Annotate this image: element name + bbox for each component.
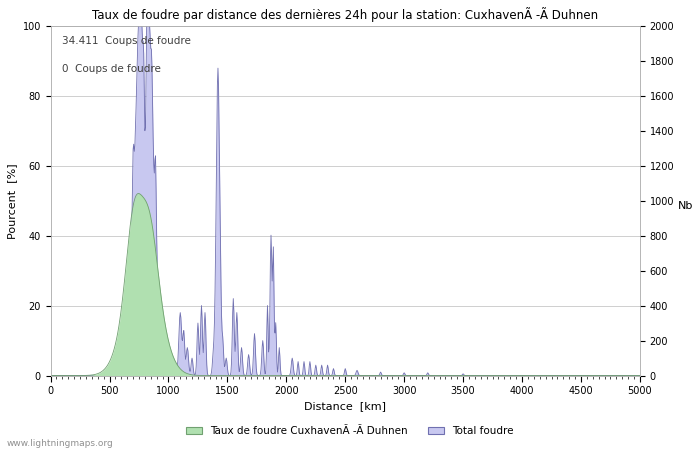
Legend: Taux de foudre CuxhavenÃ -Ã Duhnen, Total foudre: Taux de foudre CuxhavenÃ -Ã Duhnen, Tota… <box>182 422 518 440</box>
X-axis label: Distance  [km]: Distance [km] <box>304 401 386 412</box>
Text: 34.411  Coups de foudre: 34.411 Coups de foudre <box>62 36 191 46</box>
Title: Taux de foudre par distance des dernières 24h pour la station: CuxhavenÃ -Ã Duhn: Taux de foudre par distance des dernière… <box>92 7 598 22</box>
Text: www.lightningmaps.org: www.lightningmaps.org <box>7 439 113 448</box>
Y-axis label: Pourcent  [%]: Pourcent [%] <box>7 163 17 239</box>
Text: 0  Coups de foudre: 0 Coups de foudre <box>62 64 161 74</box>
Y-axis label: Nb: Nb <box>678 201 693 211</box>
